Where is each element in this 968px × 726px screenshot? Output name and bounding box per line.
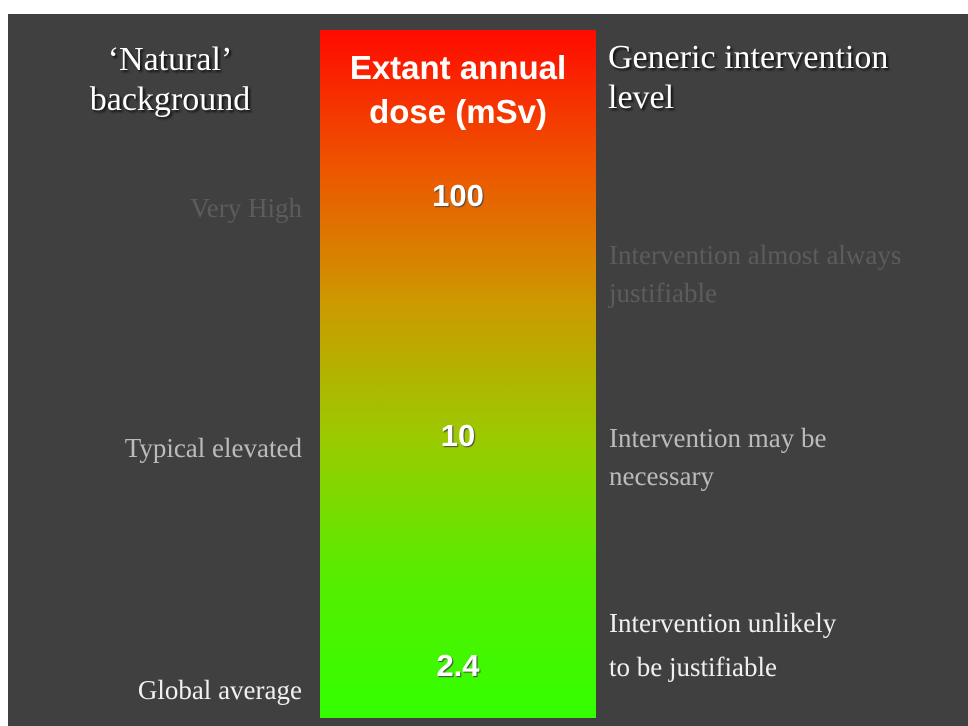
intervention-label: Intervention may be necessary xyxy=(609,419,826,495)
background-label: Very High xyxy=(190,193,302,223)
label-line: Intervention may be xyxy=(609,423,827,453)
label-line: to be justifiable xyxy=(609,652,777,682)
label-line: Intervention almost always xyxy=(609,240,902,270)
intervention-label: Intervention unlikely to be justifiable xyxy=(609,601,836,689)
intervention-header: Generic intervention level xyxy=(608,38,888,118)
dose-header: Extant annual dose (mSv) xyxy=(320,46,596,134)
label-line: necessary xyxy=(609,461,714,491)
header-line: level xyxy=(608,79,675,116)
dose-value: 2.4 xyxy=(436,648,480,683)
label-line: Intervention unlikely xyxy=(609,608,837,638)
intervention-label: Intervention almost always justifiable xyxy=(609,236,901,312)
dose-gradient-bar xyxy=(320,30,596,718)
background-label: Typical elevated xyxy=(124,433,302,463)
header-line: background xyxy=(89,81,251,118)
header-line: ‘Natural’ xyxy=(107,41,233,78)
header-line: Generic intervention xyxy=(608,39,889,76)
header-line: Extant annual xyxy=(349,49,567,86)
dose-value: 10 xyxy=(440,418,476,453)
background-header: ‘Natural’ background xyxy=(70,40,270,120)
slide: ‘Natural’ background Extant annual dose … xyxy=(8,14,968,726)
label-line: justifiable xyxy=(609,278,717,308)
header-line: dose (mSv) xyxy=(369,93,547,130)
dose-value: 100 xyxy=(432,178,484,213)
background-label: Global average xyxy=(137,675,302,705)
